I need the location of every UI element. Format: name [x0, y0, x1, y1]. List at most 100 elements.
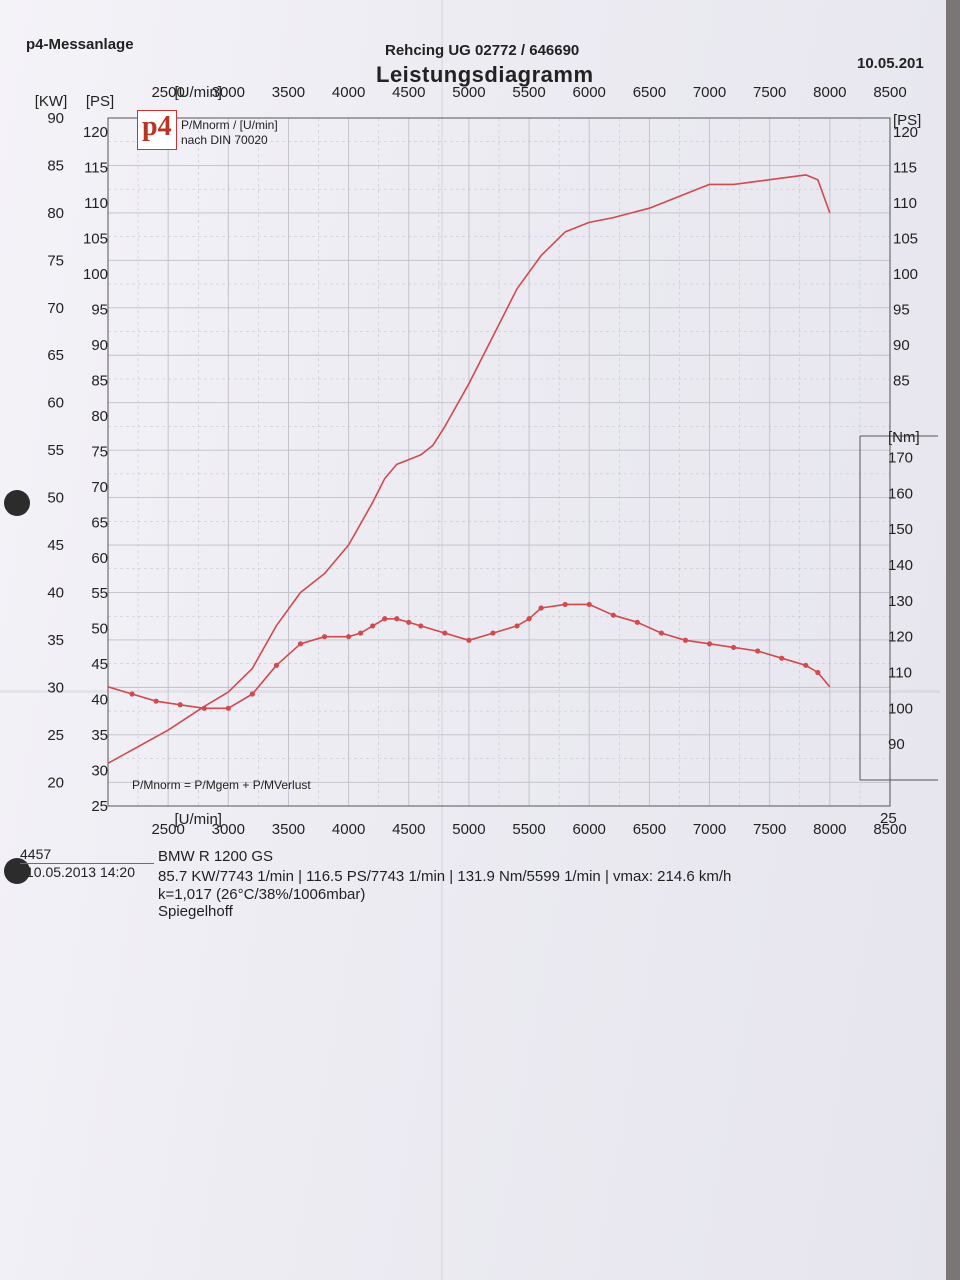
nm-tick-label: 90: [888, 736, 905, 753]
torque-point: [803, 662, 809, 668]
x-unit-label-top: [U/min]: [174, 84, 222, 101]
x-tick-label-bottom: 3500: [272, 821, 305, 838]
torque-point: [586, 601, 592, 608]
bottom-right-label: 25: [880, 810, 897, 827]
nm-tick-label: 100: [888, 700, 913, 717]
kw-tick-label: 40: [47, 584, 64, 601]
power-curve: [107, 174, 831, 765]
torque-point: [815, 669, 821, 676]
ps-tick-label: 100: [83, 266, 108, 283]
x-tick-label-bottom: 6000: [573, 821, 606, 838]
torque-point: [731, 644, 737, 651]
kw-tick-label: 90: [47, 110, 64, 127]
ps-tick-label: 40: [91, 692, 108, 709]
ps-tick-label: 90: [91, 337, 108, 354]
torque-point: [490, 630, 496, 636]
torque-point: [370, 623, 376, 629]
ps-tick-label: 45: [91, 656, 108, 673]
x-tick-label-bottom: 8000: [813, 821, 846, 838]
ps-right-tick-label: 95: [893, 302, 910, 319]
kw-tick-label: 75: [47, 252, 64, 269]
ps-right-unit-label: [PS]: [893, 112, 921, 129]
x-tick-label-top: 8500: [873, 84, 906, 101]
torque-point: [682, 637, 689, 643]
date-label: 10.05.201: [857, 55, 924, 72]
x-tick-label-top: 5000: [452, 84, 485, 101]
ps-unit-label: [PS]: [86, 93, 114, 110]
ps-tick-label: 35: [91, 727, 108, 744]
torque-point: [634, 619, 640, 625]
x-tick-label-top: 7000: [693, 84, 726, 101]
punch-hole-icon: [4, 858, 30, 884]
torque-point: [153, 698, 159, 704]
kw-unit-label: [KW]: [35, 93, 68, 110]
x-tick-label-bottom: 5500: [512, 821, 545, 838]
torque-point: [562, 601, 568, 608]
kw-tick-label: 70: [47, 300, 64, 317]
ps-tick-label: 50: [91, 621, 108, 638]
page-edge: [946, 0, 960, 1280]
vehicle-name: BMW R 1200 GS: [158, 848, 274, 865]
torque-point: [442, 630, 448, 636]
x-tick-label-top: 6500: [633, 84, 666, 101]
torque-point: [273, 662, 280, 668]
p4-logo-text: p4: [142, 111, 172, 142]
ps-right-tick-label: 90: [893, 337, 910, 354]
kw-tick-label: 20: [47, 774, 64, 791]
torque-point: [249, 691, 255, 697]
x-tick-label-bottom: 7500: [753, 821, 786, 838]
nm-tick-label: 110: [888, 665, 912, 682]
record-underline: [20, 863, 154, 864]
x-tick-label-top: 2500: [151, 84, 184, 101]
kw-tick-label: 65: [47, 347, 64, 364]
p4-logo: p4: [137, 110, 177, 150]
torque-point: [201, 705, 207, 711]
chart-grid: [107, 117, 891, 806]
ps-right-tick-label: 85: [893, 372, 910, 389]
x-tick-label-bottom: 4500: [392, 821, 425, 838]
x-unit-label-bottom: [U/min]: [174, 811, 222, 828]
legend-line-1: P/Mnorm / [U/min]: [181, 118, 278, 132]
chart-series: [107, 174, 831, 765]
results-line: 85.7 KW/7743 1/min | 116.5 PS/7743 1/min…: [158, 868, 732, 885]
timestamp: 10.05.2013 14:20: [26, 864, 135, 880]
torque-point: [358, 630, 364, 636]
ps-tick-label: 95: [91, 302, 108, 319]
page-title: Leistungsdiagramm: [376, 62, 594, 87]
kw-tick-label: 60: [47, 395, 64, 412]
ps-right-tick-label: 115: [893, 160, 917, 177]
ps-right-tick-label: 105: [893, 231, 918, 248]
nm-unit-label: [Nm]: [888, 429, 920, 446]
torque-point: [526, 616, 532, 622]
torque-point: [658, 630, 665, 636]
x-tick-label-top: 3000: [212, 84, 245, 101]
nm-tick-label: 120: [888, 629, 913, 646]
operator-name: Spiegelhoff: [158, 903, 233, 920]
x-tick-label-bottom: 4000: [332, 821, 365, 838]
x-tick-label-top: 7500: [753, 84, 786, 101]
ps-right-tick-label: 100: [893, 266, 918, 283]
torque-point: [382, 616, 388, 622]
torque-point: [177, 702, 183, 708]
torque-curve: [107, 603, 831, 710]
torque-point: [321, 634, 328, 640]
kw-tick-label: 85: [47, 157, 64, 174]
x-tick-label-top: 5500: [512, 84, 545, 101]
ps-right-tick-label: 120: [893, 124, 918, 141]
x-tick-label-top: 3500: [272, 84, 305, 101]
ps-tick-label: 55: [91, 585, 108, 602]
ps-tick-label: 115: [84, 160, 108, 177]
ps-tick-label: 120: [83, 124, 108, 141]
nm-tick-label: 130: [888, 593, 913, 610]
punch-hole-icon: [4, 490, 30, 516]
ps-tick-label: 80: [91, 408, 108, 425]
kw-tick-label: 30: [47, 679, 64, 696]
ps-tick-label: 30: [91, 763, 108, 780]
ps-right-tick-label: 110: [893, 195, 917, 212]
torque-point: [406, 619, 412, 625]
x-tick-label-top: 8000: [813, 84, 846, 101]
torque-point: [755, 648, 761, 654]
ps-tick-label: 110: [84, 195, 108, 212]
ps-tick-label: 75: [91, 443, 108, 460]
company-label: Rehcing UG 02772 / 646690: [385, 42, 580, 59]
